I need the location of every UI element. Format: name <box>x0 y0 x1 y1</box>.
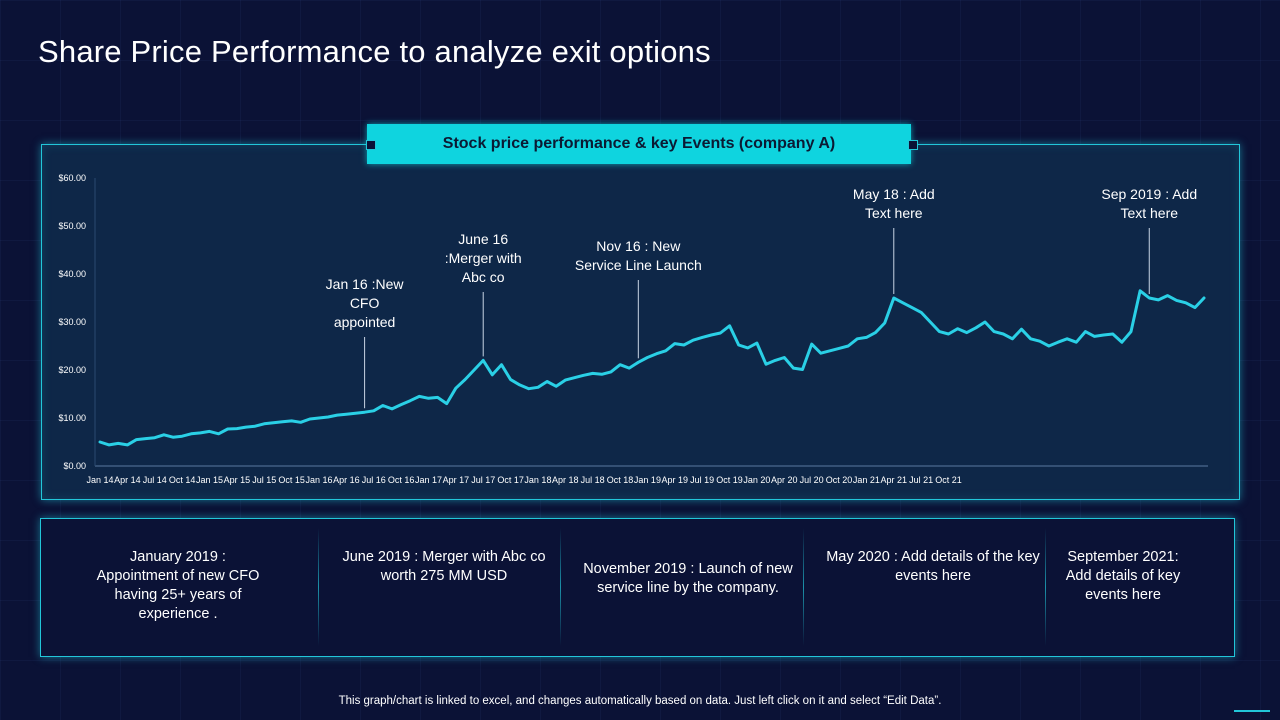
event-service-line: November 2019 : Launch of new service li… <box>583 561 793 596</box>
annotation-label: Abc co <box>462 269 505 285</box>
x-tick-label: Oct 14 <box>169 475 196 485</box>
x-tick-label: Jul 15 <box>252 475 276 485</box>
page-title: Share Price Performance to analyze exit … <box>38 34 711 69</box>
x-tick-label: Jan 20 <box>743 475 770 485</box>
events-divider <box>560 528 561 646</box>
x-tick-label: Oct 21 <box>935 475 962 485</box>
annotation-label: Jan 16 :New <box>326 276 405 292</box>
events-divider <box>803 528 804 646</box>
event-merger: June 2019 : Merger with Abc co worth 275… <box>342 549 546 584</box>
header-right-handle <box>908 140 918 150</box>
x-tick-label: Jul 14 <box>143 475 167 485</box>
y-tick-label: $20.00 <box>58 365 86 375</box>
annotation-label: Sep 2019 : Add <box>1101 186 1197 202</box>
x-tick-label: Oct 18 <box>607 475 634 485</box>
x-tick-label: Jan 16 <box>305 475 332 485</box>
annotation-label: May 18 : Add <box>853 186 935 202</box>
x-tick-label: Oct 20 <box>826 475 853 485</box>
x-tick-label: Jul 20 <box>800 475 824 485</box>
x-tick-label: Jul 16 <box>362 475 386 485</box>
annotation-label: CFO <box>350 295 380 311</box>
x-tick-label: Apr 15 <box>224 475 251 485</box>
x-tick-label: Jan 14 <box>86 475 113 485</box>
x-tick-label: Oct 17 <box>497 475 524 485</box>
y-tick-label: $40.00 <box>58 269 86 279</box>
x-tick-label: Apr 19 <box>662 475 689 485</box>
y-tick-label: $0.00 <box>63 461 86 471</box>
event-may-2020: May 2020 : Add details of the key events… <box>826 549 1040 584</box>
x-tick-label: Jan 17 <box>415 475 442 485</box>
event-cfo-appointment: January 2019 : Appointment of new CFO ha… <box>96 549 260 622</box>
price-series-line <box>98 289 1206 447</box>
x-tick-label: Jan 21 <box>853 475 880 485</box>
x-tick-label: Apr 17 <box>443 475 470 485</box>
annotation-label: Text here <box>1120 205 1178 221</box>
x-tick-label: Jul 21 <box>909 475 933 485</box>
x-tick-label: Jul 19 <box>690 475 714 485</box>
x-tick-label: Jul 17 <box>471 475 495 485</box>
chart-title: Stock price performance & key Events (co… <box>367 124 911 164</box>
annotation-label: June 16 <box>458 231 508 247</box>
key-events-panel <box>40 518 1235 657</box>
x-tick-label: Jan 18 <box>524 475 551 485</box>
y-tick-label: $30.00 <box>58 317 86 327</box>
x-tick-label: Apr 18 <box>552 475 579 485</box>
x-tick-label: Jan 19 <box>634 475 661 485</box>
x-tick-label: Oct 19 <box>716 475 743 485</box>
event-sep-2021: September 2021: Add details of key event… <box>1065 549 1181 603</box>
x-tick-label: Apr 16 <box>333 475 360 485</box>
x-tick-label: Apr 20 <box>771 475 798 485</box>
x-tick-label: Oct 15 <box>278 475 305 485</box>
y-tick-label: $60.00 <box>58 173 86 183</box>
y-tick-label: $50.00 <box>58 221 86 231</box>
corner-accent-line <box>1234 710 1270 712</box>
footnote: This graph/chart is linked to excel, and… <box>338 695 942 707</box>
x-tick-label: Apr 21 <box>881 475 908 485</box>
annotation-label: Text here <box>865 205 923 221</box>
annotation-label: :Merger with <box>445 250 522 266</box>
events-divider <box>318 528 319 646</box>
header-left-handle <box>366 140 376 150</box>
x-tick-label: Jan 15 <box>196 475 223 485</box>
annotation-label: Nov 16 : New <box>596 238 681 254</box>
y-tick-label: $10.00 <box>58 413 86 423</box>
x-tick-label: Apr 14 <box>114 475 141 485</box>
x-tick-label: Oct 16 <box>388 475 415 485</box>
annotation-label: appointed <box>334 314 396 330</box>
annotation-label: Service Line Launch <box>575 257 702 273</box>
chart-panel[interactable] <box>41 144 1240 500</box>
x-tick-label: Jul 18 <box>581 475 605 485</box>
events-divider <box>1045 528 1046 646</box>
